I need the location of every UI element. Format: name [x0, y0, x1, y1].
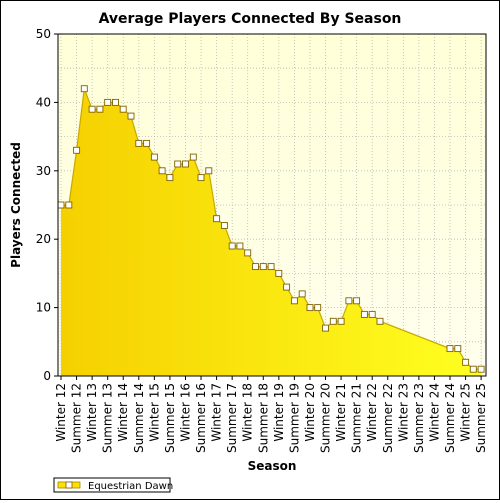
x-tick-label: Winter 21	[334, 383, 348, 442]
data-point	[314, 304, 322, 312]
x-tick-label: Winter 20	[303, 383, 317, 442]
x-tick-label: Winter 23	[396, 383, 410, 442]
x-tick-label: Summer 18	[256, 383, 270, 453]
x-tick-label: Winter 24	[427, 383, 441, 442]
x-tick-label: Summer 15	[163, 383, 177, 453]
x-axis-label: Season	[248, 459, 297, 473]
chart-title: Average Players Connected By Season	[99, 11, 402, 27]
x-tick-label: Winter 15	[147, 383, 161, 442]
data-point	[104, 98, 112, 106]
data-point	[322, 324, 329, 332]
legend-marker-icon	[65, 481, 73, 489]
data-point	[283, 283, 291, 291]
data-point	[267, 263, 275, 271]
data-point	[228, 242, 236, 250]
data-point	[143, 139, 151, 147]
data-point	[306, 304, 314, 312]
x-tick-label: Summer 14	[132, 383, 146, 453]
data-point	[88, 105, 96, 113]
data-point	[189, 153, 197, 161]
data-point	[220, 222, 228, 229]
data-point	[376, 317, 384, 325]
data-point	[290, 297, 298, 305]
data-point	[329, 317, 337, 325]
x-tick-label: Winter 14	[116, 383, 130, 442]
x-axis-ticks: Winter 12 Summer 12 Winter 13 Summer 13 Wint…	[54, 376, 488, 453]
legend-box	[53, 477, 171, 493]
data-point	[197, 174, 205, 182]
x-tick-label: Winter 25	[459, 383, 473, 442]
y-tick-label: 40	[36, 95, 51, 109]
x-tick-label: Summer 19	[287, 383, 301, 453]
x-tick-label: Winter 19	[272, 383, 286, 442]
y-tick-label: 20	[36, 232, 51, 246]
x-tick-label: Summer 24	[443, 383, 457, 453]
legend: Equestrian Dawn	[53, 477, 173, 493]
data-point	[65, 201, 73, 209]
plot-border	[57, 33, 487, 377]
data-point	[337, 317, 345, 325]
x-tick-label: Summer 12	[70, 383, 84, 453]
area-fill	[61, 88, 482, 376]
data-point	[252, 263, 259, 271]
x-tick-label: Summer 16	[194, 383, 208, 453]
data-point	[360, 310, 368, 318]
data-point	[57, 201, 65, 209]
x-tick-label: Summer 23	[412, 383, 426, 453]
data-point	[112, 98, 119, 106]
x-tick-label: Winter 12	[54, 383, 68, 442]
data-point	[462, 358, 470, 366]
data-point	[205, 167, 213, 175]
x-tick-label: Winter 16	[179, 383, 193, 442]
data-point	[96, 105, 104, 113]
data-point	[275, 269, 283, 277]
data-point	[73, 146, 81, 154]
x-tick-label: Winter 13	[85, 383, 99, 442]
x-tick-label: Summer 13	[101, 383, 115, 453]
x-tick-label: Winter 17	[210, 383, 224, 442]
data-point	[353, 297, 361, 305]
data-point	[298, 290, 306, 298]
data-point	[150, 153, 158, 161]
data-point	[368, 310, 376, 318]
data-point	[127, 112, 135, 120]
legend-label: Equestrian Dawn	[88, 481, 173, 492]
data-point	[345, 297, 353, 305]
y-tick-label: 30	[36, 164, 51, 178]
data-point	[166, 174, 174, 182]
y-axis-label: Players Connected	[9, 142, 23, 268]
x-tick-label: Winter 18	[241, 383, 255, 442]
data-point	[236, 242, 244, 250]
y-axis-ticks: 0 10 20 30 40 50	[36, 27, 58, 383]
y-tick-label: 10	[36, 301, 51, 315]
data-point	[182, 160, 189, 168]
x-tick-label: Summer 25	[474, 383, 488, 453]
y-tick-label: 0	[43, 369, 51, 383]
x-tick-label: Winter 22	[365, 383, 379, 442]
x-tick-label: Summer 21	[350, 383, 364, 453]
data-point	[158, 167, 166, 175]
x-tick-label: Summer 22	[381, 383, 395, 453]
data-point	[259, 263, 267, 271]
y-tick-label: 50	[36, 27, 51, 41]
data-point	[469, 365, 477, 373]
data-point	[446, 345, 454, 353]
series-markers	[57, 85, 485, 373]
data-point	[135, 139, 143, 147]
x-tick-label: Summer 17	[225, 383, 239, 453]
data-point	[244, 249, 252, 257]
data-point	[454, 345, 462, 353]
data-point	[80, 85, 88, 93]
data-point	[477, 365, 485, 373]
data-point	[174, 160, 182, 168]
data-point	[213, 215, 221, 223]
data-point	[119, 105, 127, 113]
x-tick-label: Summer 20	[319, 383, 333, 453]
